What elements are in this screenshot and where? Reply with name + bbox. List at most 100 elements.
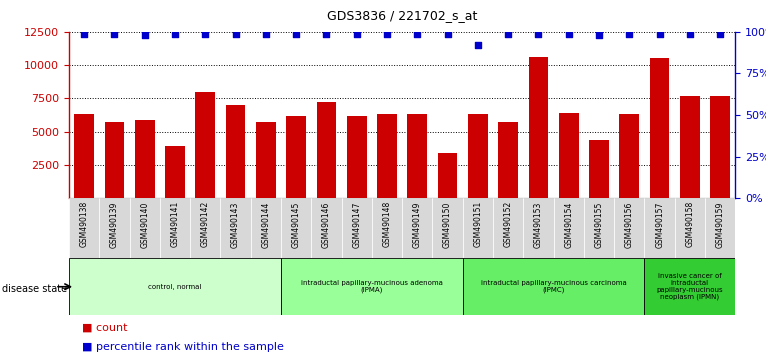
Text: GSM490142: GSM490142 [201,201,210,247]
Text: GSM490141: GSM490141 [171,201,179,247]
Text: GSM490156: GSM490156 [625,201,633,248]
Bar [644,258,735,315]
Point [563,31,575,36]
Text: GSM490150: GSM490150 [443,201,452,248]
Text: GSM490155: GSM490155 [594,201,604,248]
Text: GSM490147: GSM490147 [352,201,362,248]
Bar [584,198,614,258]
Text: GSM490145: GSM490145 [292,201,300,248]
Bar [523,198,554,258]
Point [714,31,726,36]
Text: GSM490154: GSM490154 [565,201,573,248]
Bar [433,198,463,258]
Text: GSM490159: GSM490159 [715,201,725,248]
Bar [675,198,705,258]
Bar [256,122,276,198]
Bar [165,146,185,198]
Bar [69,198,100,258]
Text: invasive cancer of
intraductal
papillary-mucinous
neoplasm (IPMN): invasive cancer of intraductal papillary… [656,273,723,301]
Bar [437,153,457,198]
Bar [614,198,644,258]
Bar [281,258,463,315]
Text: ■ count: ■ count [82,322,128,332]
Bar [372,198,402,258]
Point [411,31,424,36]
Point [653,31,666,36]
Bar [135,120,155,198]
Text: control, normal: control, normal [149,284,201,290]
Point [199,31,211,36]
Text: GSM490148: GSM490148 [382,201,391,247]
Text: GSM490146: GSM490146 [322,201,331,248]
Text: intraductal papillary-mucinous adenoma
(IPMA): intraductal papillary-mucinous adenoma (… [301,280,443,293]
Text: intraductal papillary-mucinous carcinoma
(IPMC): intraductal papillary-mucinous carcinoma… [481,280,627,293]
Point [139,32,151,38]
Point [532,31,545,36]
Bar [226,105,245,198]
Bar [311,198,342,258]
Bar [408,114,427,198]
Point [624,31,636,36]
Text: GSM490158: GSM490158 [686,201,695,247]
Text: GSM490143: GSM490143 [231,201,240,248]
Bar [493,198,523,258]
Bar [589,140,609,198]
Bar [129,198,160,258]
Bar [468,114,488,198]
Point [351,31,363,36]
Text: GSM490152: GSM490152 [504,201,512,247]
Bar [529,57,548,198]
Bar [705,198,735,258]
Point [108,31,120,36]
Bar [74,114,94,198]
Bar [463,198,493,258]
Bar [402,198,433,258]
Bar [680,96,700,198]
Point [684,31,696,36]
Bar [620,114,639,198]
Bar [463,258,644,315]
Point [260,31,272,36]
Point [441,31,453,36]
Bar [499,122,518,198]
Point [78,31,90,36]
Bar [100,198,129,258]
Point [230,31,242,36]
Bar [281,198,311,258]
Bar [160,198,190,258]
Text: GSM490140: GSM490140 [140,201,149,248]
Point [320,31,332,36]
Text: GDS3836 / 221702_s_at: GDS3836 / 221702_s_at [327,9,477,22]
Text: GSM490151: GSM490151 [473,201,483,247]
Bar [650,58,669,198]
Bar [286,116,306,198]
Bar [316,102,336,198]
Text: GSM490144: GSM490144 [261,201,270,248]
Point [290,31,303,36]
Point [169,31,181,36]
Point [381,31,393,36]
Bar [347,116,367,198]
Point [472,42,484,48]
Bar [710,96,730,198]
Text: GSM490138: GSM490138 [80,201,89,247]
Bar [554,198,584,258]
Bar [104,122,124,198]
Text: GSM490139: GSM490139 [110,201,119,248]
Bar [377,114,397,198]
Bar [221,198,250,258]
Bar [190,198,221,258]
Bar [559,113,578,198]
Bar [195,92,215,198]
Bar [250,198,281,258]
Text: disease state: disease state [2,284,67,293]
Text: GSM490157: GSM490157 [655,201,664,248]
Point [502,31,514,36]
Text: GSM490153: GSM490153 [534,201,543,248]
Point [593,32,605,38]
Text: GSM490149: GSM490149 [413,201,422,248]
Bar [342,198,372,258]
Bar [69,258,281,315]
Bar [644,198,675,258]
Text: ■ percentile rank within the sample: ■ percentile rank within the sample [82,342,284,352]
